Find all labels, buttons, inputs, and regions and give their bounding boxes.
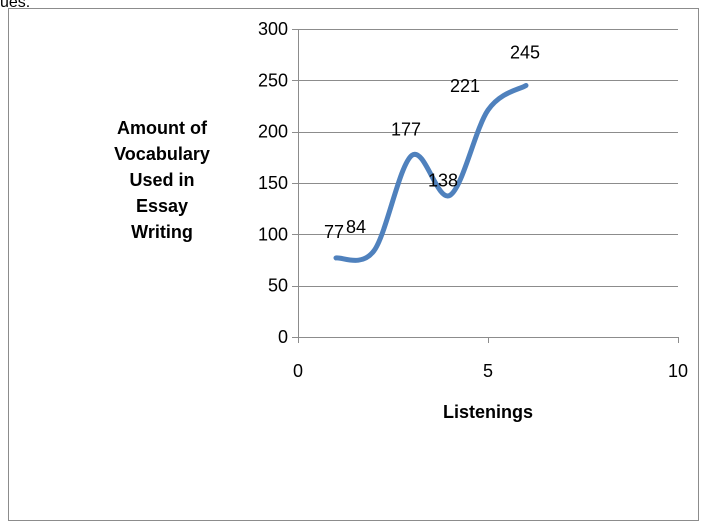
y-tick-label: 300 xyxy=(258,19,288,39)
y-tick-label: 250 xyxy=(258,70,288,90)
y-tick-label: 0 xyxy=(278,327,288,347)
series xyxy=(333,82,529,263)
data-label: 77 xyxy=(324,222,344,242)
x-axis-title: Listenings xyxy=(443,402,533,422)
axes xyxy=(292,29,679,343)
y-tick-label: 200 xyxy=(258,122,288,142)
y-tick-label: 150 xyxy=(258,173,288,193)
y-tick-label: 100 xyxy=(258,224,288,244)
y-tick-label: 50 xyxy=(268,276,288,296)
series-line xyxy=(333,82,529,263)
x-tick-label: 5 xyxy=(483,361,493,381)
chart-border xyxy=(8,8,699,521)
y-axis-title-line: Essay xyxy=(136,196,188,216)
data-label: 84 xyxy=(346,217,366,237)
tick-labels: 0 50 100 150 200 250 300 0 5 10 xyxy=(258,19,688,381)
gridlines xyxy=(298,29,678,287)
y-axis-title-line: Vocabulary xyxy=(114,144,210,164)
data-label: 177 xyxy=(391,119,421,139)
data-labels: 77 84 177 138 221 245 xyxy=(324,42,540,241)
data-label: 221 xyxy=(450,76,480,96)
y-axis-title-line: Used in xyxy=(129,170,194,190)
x-tick-label: 10 xyxy=(668,361,688,381)
data-label: 245 xyxy=(510,42,540,62)
y-axis-title-line: Amount of xyxy=(117,118,208,138)
x-tick-label: 0 xyxy=(293,361,303,381)
data-label: 138 xyxy=(428,170,458,190)
clipped-caption-text: ues. xyxy=(0,0,31,11)
axis-titles: Listenings Amount of Vocabulary Used in Essa… xyxy=(114,118,533,422)
y-axis-title-line: Writing xyxy=(131,222,193,242)
